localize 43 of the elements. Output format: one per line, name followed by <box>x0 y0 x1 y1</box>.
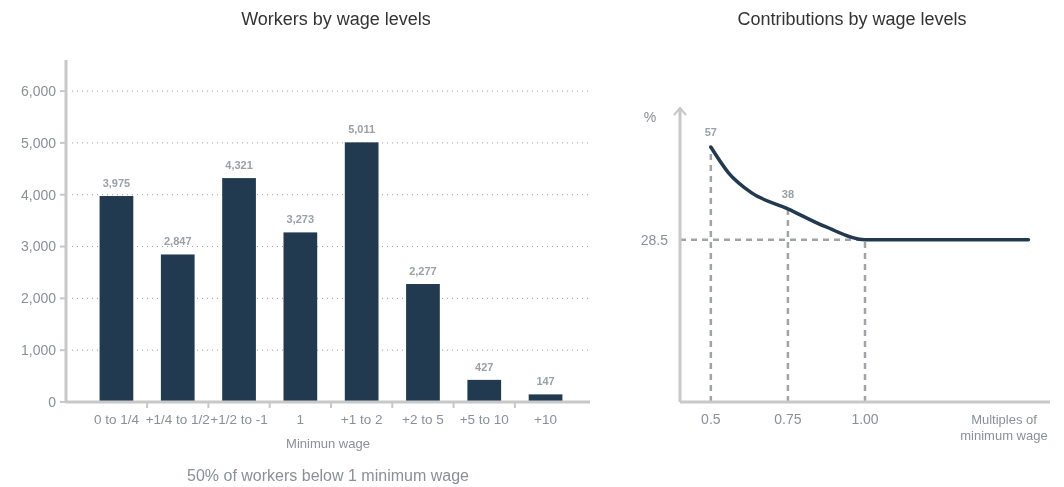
data-label: 5,011 <box>348 123 376 136</box>
x-tick-label: 0 to 1/4 <box>93 412 140 427</box>
data-label: 3,273 <box>286 213 315 226</box>
bar <box>99 196 134 402</box>
x-tick-label: 1 <box>296 412 305 427</box>
x-tick-label: 0.5 <box>701 411 721 427</box>
y-tick-label: 2,000 <box>20 290 57 307</box>
x-tick-label: +1 to 2 <box>340 412 383 427</box>
y-tick-label: 1,000 <box>20 342 57 359</box>
y-tick-label: 5,000 <box>20 134 57 151</box>
text: 50% of workers below 1 minimum wage <box>187 467 470 484</box>
bar <box>283 232 318 402</box>
y-axis-title: % <box>643 109 657 125</box>
data-label: 2,277 <box>409 265 437 278</box>
y-tick-label: 0 <box>48 393 57 410</box>
bar <box>406 284 440 402</box>
bar <box>467 379 502 402</box>
chart-title: Workers by wage levels <box>241 9 431 29</box>
y-tick-label: 4,000 <box>20 186 57 203</box>
data-label: 3,975 <box>102 177 131 190</box>
bar <box>160 254 195 402</box>
bar <box>222 178 256 402</box>
x-tick-label: +5 to 10 <box>459 412 509 427</box>
x-tick-label: +10 <box>534 412 558 427</box>
data-label: 427 <box>475 360 494 373</box>
bar <box>344 142 379 402</box>
data-label: 2,847 <box>163 235 192 248</box>
x-axis-title: Multiples of minimum wage <box>960 412 1048 443</box>
y-tick-label: 3,000 <box>20 238 57 255</box>
x-tick-label: +1/2 to -1 <box>210 412 268 427</box>
bar <box>528 394 563 402</box>
x-tick-label: 1.00 <box>851 411 879 427</box>
x-tick-label: +2 to 5 <box>402 412 444 427</box>
data-label: 38 <box>781 187 795 200</box>
x-tick-label: 0.75 <box>774 411 802 427</box>
data-label: 147 <box>536 375 555 388</box>
y-tick-label: 6,000 <box>20 82 57 99</box>
data-label: 4,321 <box>225 159 253 172</box>
data-label: 57 <box>704 126 717 139</box>
x-tick-label: +1/4 to 1/2 <box>145 412 210 427</box>
chart-title: Contributions by wage levels <box>737 9 967 29</box>
ref-line-label: 28.5 <box>640 231 669 248</box>
x-axis-title: Minimun wage <box>286 436 370 451</box>
